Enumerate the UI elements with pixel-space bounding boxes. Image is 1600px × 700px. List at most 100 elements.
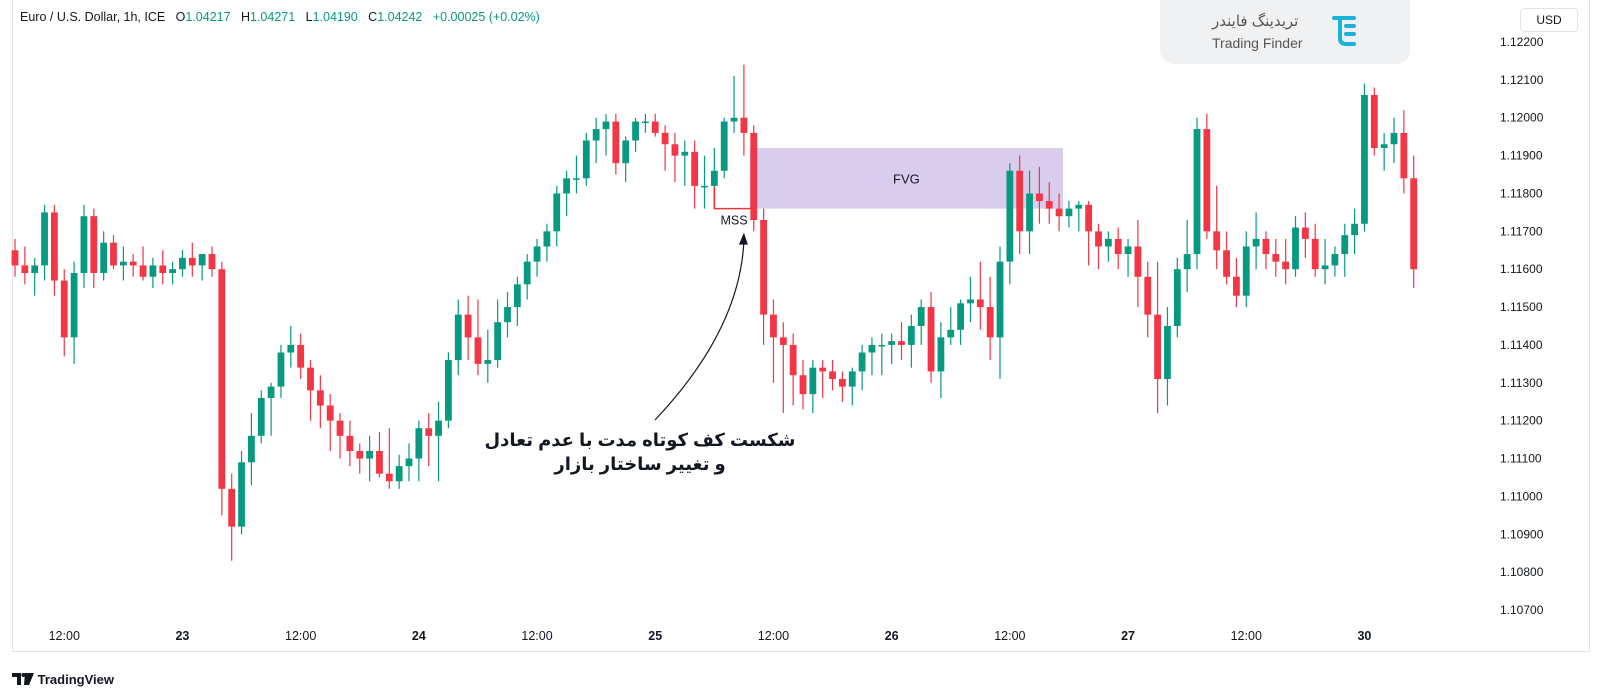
logo-text-en: Trading Finder <box>1212 35 1303 51</box>
change-value: +0.00025 (+0.02%) <box>432 10 540 24</box>
candle-body <box>1242 246 1250 296</box>
candle-body <box>661 132 669 145</box>
candle-body <box>159 265 167 273</box>
candle-body <box>1282 261 1290 270</box>
candle-body <box>218 269 226 489</box>
candle-body <box>100 242 108 273</box>
price-tick-label: 1.10700 <box>1500 603 1544 617</box>
candle-body <box>1193 129 1201 255</box>
candle-body <box>750 132 758 220</box>
candle-body <box>937 337 945 372</box>
candle-body <box>188 257 196 266</box>
candle-body <box>366 450 373 459</box>
candle-body <box>1351 223 1358 236</box>
candle-body <box>868 344 876 353</box>
candle-body <box>573 178 580 180</box>
candle-body <box>612 121 620 164</box>
price-tick-label: 1.11700 <box>1500 224 1543 238</box>
candle-body <box>198 254 206 266</box>
candle-body <box>287 344 295 353</box>
time-tick-label: 23 <box>175 629 189 643</box>
candle-body <box>888 341 896 345</box>
candle-body <box>60 280 68 338</box>
candle-body <box>789 344 797 376</box>
candle-body <box>1006 170 1014 262</box>
candle-body <box>1390 132 1398 145</box>
candle-body <box>277 352 285 387</box>
candle-body <box>297 344 305 368</box>
candle-body <box>336 420 344 436</box>
candle-body <box>967 299 974 304</box>
low-value: 1.04190 <box>312 10 358 24</box>
candle-body <box>730 117 738 122</box>
candle-body <box>563 178 570 194</box>
time-tick-label: 30 <box>1357 629 1371 643</box>
candle-body <box>1223 250 1230 277</box>
candle-body <box>858 352 866 372</box>
currency-button[interactable]: USD <box>1520 8 1578 32</box>
candle-body <box>543 231 551 247</box>
candle-body <box>494 322 502 361</box>
candle-body <box>671 144 679 156</box>
time-tick-label: 24 <box>412 629 426 643</box>
candle-body <box>51 212 58 281</box>
candle-body <box>326 405 334 421</box>
candle-body <box>1016 170 1024 232</box>
candle-body <box>1134 246 1142 277</box>
candle-body <box>1085 204 1093 232</box>
high-value: 1.04271 <box>250 10 296 24</box>
candle-body <box>720 121 728 171</box>
candle-body <box>1321 265 1329 270</box>
candle-body <box>257 397 265 436</box>
close-label: C <box>368 10 378 24</box>
candle-body <box>1292 227 1299 270</box>
time-tick-label: 12:00 <box>49 629 80 643</box>
mss-line <box>713 186 754 210</box>
candle-body <box>1154 314 1161 380</box>
price-tick-label: 1.12200 <box>1500 35 1544 49</box>
tradingview-label: TradingView <box>37 672 114 687</box>
time-tick-label: 12:00 <box>285 629 316 643</box>
candle-body <box>376 450 383 474</box>
price-tick-label: 1.10800 <box>1500 565 1544 579</box>
candle-body <box>70 272 78 338</box>
candle-body <box>701 185 708 188</box>
candle-body <box>839 379 846 387</box>
candle-body <box>1203 129 1211 232</box>
candle-body <box>228 488 236 527</box>
candle-body <box>770 314 777 338</box>
close-value: 1.04242 <box>377 10 423 24</box>
candle-body <box>779 337 787 345</box>
tradingview-brand[interactable]: TradingView <box>12 672 114 687</box>
price-tick-label: 1.11200 <box>1500 414 1543 428</box>
candle-body <box>445 360 452 421</box>
low-label: L <box>305 10 313 24</box>
candle-body <box>829 371 836 380</box>
candle-body <box>632 121 639 141</box>
price-tick-label: 1.10900 <box>1500 527 1544 541</box>
candle-body <box>1114 238 1122 255</box>
candle-body <box>90 216 98 273</box>
open-label: O <box>175 10 186 24</box>
candle-body <box>1400 132 1408 179</box>
candle-body <box>1311 238 1319 270</box>
candle-body <box>1233 276 1240 296</box>
candle-body <box>1252 238 1260 247</box>
annotation-arrow <box>654 240 745 421</box>
logo-text-fa: تریدینگ فایندر <box>1212 13 1299 30</box>
candle-body <box>405 458 413 467</box>
candle-body <box>760 219 767 315</box>
price-tick-label: 1.11600 <box>1500 262 1543 276</box>
time-tick-label: 25 <box>648 629 662 643</box>
candle-body <box>592 129 600 141</box>
price-tick-label: 1.11800 <box>1500 186 1543 200</box>
candle-body <box>651 121 659 133</box>
candle-body <box>848 371 856 387</box>
candle-body <box>1183 254 1191 270</box>
price-tick-label: 1.11900 <box>1500 149 1543 163</box>
candle-body <box>927 307 935 372</box>
candle-body <box>11 250 19 266</box>
price-tick-label: 1.11300 <box>1500 376 1543 390</box>
candle-body <box>80 216 88 273</box>
